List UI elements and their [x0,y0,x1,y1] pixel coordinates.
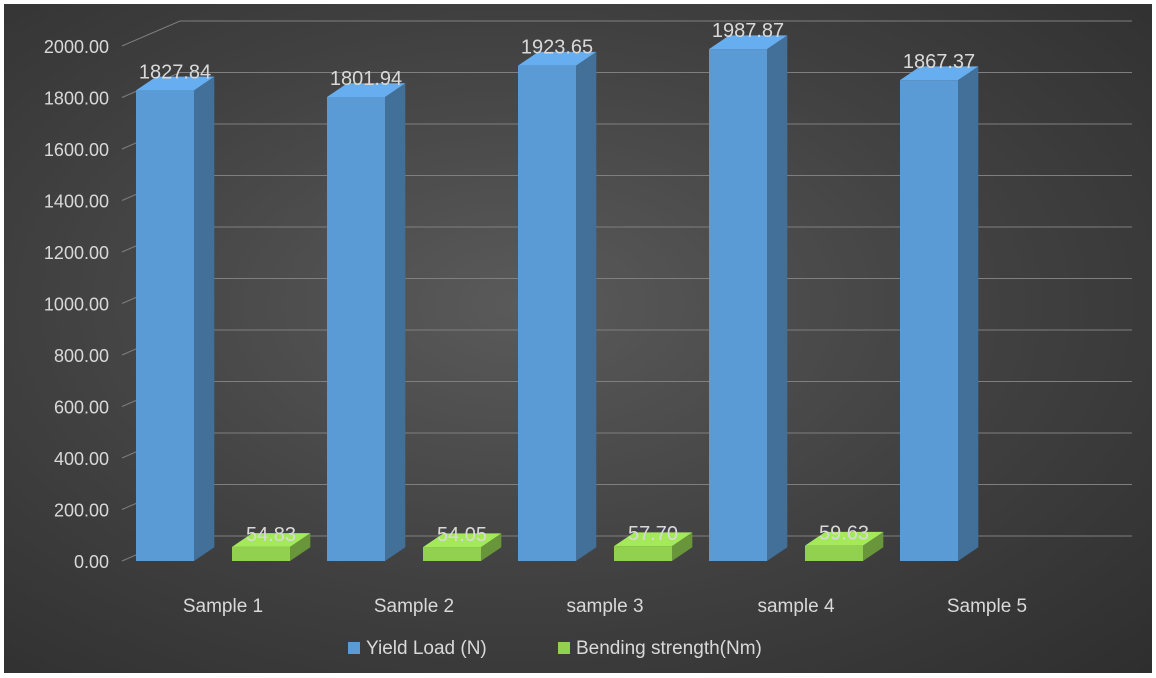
gridline [121,432,1132,459]
bar-top [327,83,406,98]
bar-front [327,97,385,561]
x-axis-ticks: Sample 1 Sample 2 sample 3 sample 4 Sample 5 [183,596,1027,617]
gridline [121,123,1132,150]
gridline [121,175,1132,201]
bars [136,35,979,561]
bar-top [614,532,693,547]
data-label: 54.05 [437,524,487,546]
data-label: 57.70 [628,523,678,545]
data-label: 1827.84 [139,61,211,83]
bar-front [423,547,481,561]
bar-side [863,531,884,561]
y-tick-label: 1800.00 [44,89,109,109]
legend-label: Bending strength(Nm) [576,638,762,659]
x-tick-label: Sample 5 [947,596,1027,617]
y-tick-label: 1000.00 [44,295,109,315]
y-tick-label: 800.00 [54,346,109,366]
bar-side [767,35,788,561]
chart-area: 0.00 200.00 400.00 600.00 800.00 1000.00 1200.… [4,4,1152,673]
bar-side [385,83,406,561]
bar-front [709,49,767,561]
bar-side [194,76,215,561]
gridlines [121,20,1132,562]
bar-side [958,66,979,561]
bar-top [900,66,979,81]
bar-front [136,90,194,561]
x-tick-label: sample 3 [566,596,643,617]
x-tick-label: Sample 2 [374,596,454,617]
bar-top [423,533,502,548]
bar-front [614,546,672,561]
gridline [121,20,1132,47]
chart-svg: 0.00 200.00 400.00 600.00 800.00 1000.00 1200.… [44,20,1132,659]
y-tick-label: 0.00 [74,552,109,572]
legend-swatch [558,642,570,654]
x-tick-label: Sample 1 [183,596,263,617]
data-label: 1801.94 [330,68,402,90]
gridline [121,72,1132,98]
bar-front [900,80,958,561]
legend-swatch [348,642,360,654]
data-label: 1867.37 [903,51,975,73]
gridline [121,381,1132,407]
bar-front [805,545,863,561]
data-label: 59.63 [819,523,869,545]
bar-side [576,51,597,561]
data-labels: 1827.84 54.83 1801.94 54.05 1923.65 57.70 1987… [139,20,975,546]
bar-front [232,546,290,561]
y-tick-label: 1200.00 [44,243,109,263]
gridline [121,484,1132,510]
bar-top [232,533,311,547]
data-label: 1987.87 [712,20,784,42]
y-tick-label: 1600.00 [44,140,109,160]
y-tick-label: 1400.00 [44,192,109,212]
bar-top [805,531,884,546]
bar-top [136,76,215,91]
x-tick-label: sample 4 [757,596,835,617]
y-tick-label: 600.00 [54,398,109,418]
y-tick-label: 400.00 [54,449,109,469]
data-label: 1923.65 [521,37,593,59]
bar-side [290,533,311,561]
data-label: 54.83 [246,524,296,546]
bar-top [709,35,788,50]
bar-side [481,533,502,561]
gridline [121,329,1132,356]
bar-front [518,65,576,561]
bar-top [518,51,597,66]
y-tick-label: 2000.00 [44,37,109,57]
y-axis-ticks: 0.00 200.00 400.00 600.00 800.00 1000.00 1200.… [44,37,109,572]
gridline [121,226,1132,253]
y-tick-label: 200.00 [54,501,109,521]
legend-label: Yield Load (N) [366,638,487,659]
bar-side [672,532,693,561]
legend: Yield Load (N) Bending strength(Nm) [348,638,762,659]
gridline [121,278,1132,304]
